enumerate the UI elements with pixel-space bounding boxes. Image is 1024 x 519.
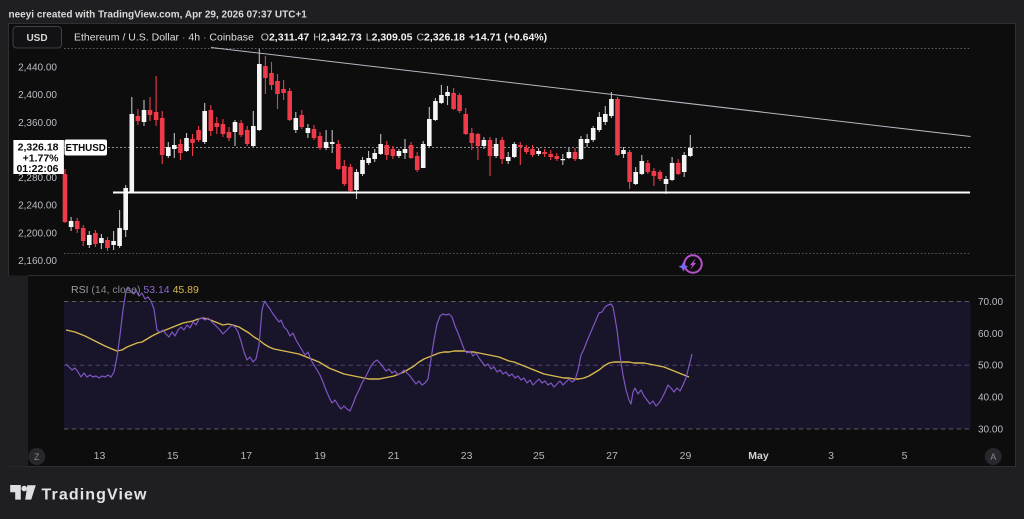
svg-text:neeyi created with TradingView: neeyi created with TradingView.com, Apr … <box>9 10 308 21</box>
svg-text:70.00: 70.00 <box>978 297 1003 308</box>
svg-text:13: 13 <box>94 450 106 462</box>
svg-text:5: 5 <box>902 450 908 462</box>
svg-text:+1.77%: +1.77% <box>23 153 60 165</box>
svg-text:15: 15 <box>167 450 179 462</box>
svg-text:19: 19 <box>314 450 326 462</box>
svg-text:29: 29 <box>680 450 692 462</box>
svg-text:50.00: 50.00 <box>978 361 1003 372</box>
svg-text:RSI (14, close) 53.14 45.89: RSI (14, close) 53.14 45.89 <box>71 284 199 296</box>
svg-text:TradingView: TradingView <box>42 487 148 504</box>
svg-text:2,400.00: 2,400.00 <box>18 90 57 101</box>
svg-text:Z: Z <box>34 452 40 462</box>
svg-text:3: 3 <box>828 450 834 462</box>
svg-text:40.00: 40.00 <box>978 393 1003 404</box>
svg-text:01:22:06: 01:22:06 <box>16 163 58 175</box>
svg-text:2,326.18: 2,326.18 <box>18 142 59 154</box>
svg-text:ETHUSD: ETHUSD <box>66 143 106 154</box>
svg-text:30.00: 30.00 <box>978 425 1003 436</box>
svg-text:27: 27 <box>606 450 618 462</box>
svg-text:2,240.00: 2,240.00 <box>18 201 57 212</box>
svg-text:60.00: 60.00 <box>978 329 1003 340</box>
svg-text:2,360.00: 2,360.00 <box>18 118 57 129</box>
svg-text:A: A <box>990 452 996 462</box>
svg-text:2,440.00: 2,440.00 <box>18 63 57 74</box>
svg-text:2,280.00: 2,280.00 <box>18 173 57 184</box>
svg-text:21: 21 <box>388 450 400 462</box>
svg-text:May: May <box>748 450 769 462</box>
svg-text:2,200.00: 2,200.00 <box>18 228 57 239</box>
svg-text:17: 17 <box>240 450 252 462</box>
svg-text:23: 23 <box>461 450 473 462</box>
svg-text:2,160.00: 2,160.00 <box>18 256 57 267</box>
svg-text:USD: USD <box>26 33 47 44</box>
svg-text:25: 25 <box>533 450 545 462</box>
